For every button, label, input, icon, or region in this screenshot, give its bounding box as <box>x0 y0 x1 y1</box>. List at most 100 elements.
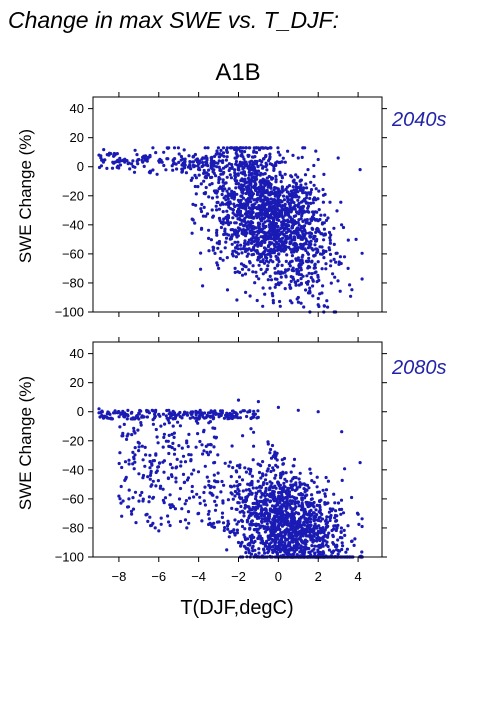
data-point <box>235 522 239 526</box>
data-point <box>248 294 252 298</box>
data-point <box>301 191 305 195</box>
data-point <box>205 450 209 454</box>
data-point <box>301 493 305 497</box>
data-point <box>273 266 277 270</box>
data-point <box>323 519 328 523</box>
data-point <box>257 185 261 189</box>
data-point <box>147 170 151 174</box>
data-point <box>273 277 277 281</box>
data-point <box>310 272 314 276</box>
data-point <box>130 512 134 516</box>
data-point <box>207 421 211 425</box>
data-point <box>298 209 302 213</box>
data-point <box>252 186 256 190</box>
data-point <box>297 477 301 481</box>
data-point <box>227 168 231 173</box>
data-point <box>167 520 171 524</box>
data-point <box>299 273 303 277</box>
data-point <box>129 509 134 513</box>
data-point <box>267 200 271 204</box>
data-point <box>275 458 279 462</box>
data-point <box>176 420 180 424</box>
data-point <box>239 544 243 548</box>
data-point <box>312 534 316 538</box>
data-point <box>222 483 226 487</box>
data-point <box>201 156 205 160</box>
data-point <box>157 413 161 417</box>
data-point <box>257 222 262 226</box>
data-point <box>259 171 263 175</box>
data-point <box>266 516 270 520</box>
data-point <box>191 155 195 159</box>
data-point <box>261 258 265 262</box>
data-point <box>316 296 320 301</box>
data-point <box>292 194 296 198</box>
data-point <box>276 263 280 267</box>
data-point <box>170 503 174 507</box>
data-point <box>307 503 311 507</box>
data-point <box>191 202 195 206</box>
data-point <box>328 252 333 256</box>
data-point <box>310 479 314 483</box>
data-point <box>346 266 350 270</box>
data-point <box>253 180 257 185</box>
data-point <box>313 544 317 548</box>
data-point <box>266 534 270 538</box>
data-point <box>213 154 217 158</box>
data-point <box>295 486 299 490</box>
data-point <box>234 182 238 186</box>
data-point <box>270 530 275 534</box>
data-point <box>332 242 336 246</box>
data-point <box>275 242 279 246</box>
data-point <box>278 495 282 499</box>
data-point <box>311 279 315 283</box>
data-point <box>258 208 262 212</box>
data-point <box>166 476 170 481</box>
data-point <box>183 518 188 522</box>
data-point <box>223 461 227 465</box>
data-point <box>186 476 190 480</box>
data-point <box>262 481 266 485</box>
data-point <box>221 499 225 503</box>
data-point <box>309 201 313 205</box>
data-point <box>251 458 255 462</box>
data-point <box>192 165 196 169</box>
data-point <box>299 546 303 551</box>
data-point <box>282 523 286 527</box>
data-point <box>263 292 267 296</box>
data-point <box>235 154 239 158</box>
data-point <box>198 439 202 444</box>
panel-2040s: 2040s SWE Change (%) −100−80−60−40−20020… <box>16 92 447 320</box>
data-point <box>233 533 237 537</box>
data-point <box>250 522 254 526</box>
data-point <box>144 453 148 457</box>
data-point <box>233 228 237 232</box>
data-point <box>100 410 104 414</box>
data-point <box>277 484 281 488</box>
data-point <box>132 467 136 471</box>
data-point <box>324 267 328 271</box>
data-point <box>238 482 242 487</box>
data-point <box>221 151 226 155</box>
data-point <box>320 517 325 521</box>
data-point <box>170 164 174 168</box>
data-point <box>137 445 141 449</box>
data-point <box>246 240 250 244</box>
data-point <box>285 538 290 542</box>
data-point <box>215 200 219 205</box>
data-point <box>331 541 335 545</box>
data-point <box>282 504 286 508</box>
data-point <box>265 522 269 526</box>
data-point <box>259 213 263 217</box>
data-point <box>334 251 338 255</box>
data-point <box>225 189 229 193</box>
data-point <box>290 259 294 263</box>
data-point <box>274 514 279 519</box>
data-point <box>234 413 239 417</box>
data-point <box>207 517 211 521</box>
data-point <box>102 158 106 162</box>
data-point <box>199 267 203 271</box>
data-point <box>336 501 341 505</box>
data-point <box>255 506 260 510</box>
